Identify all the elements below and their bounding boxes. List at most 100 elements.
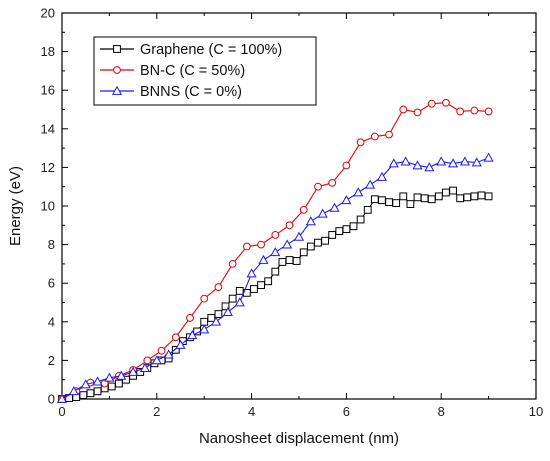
data-point-bnns	[258, 254, 269, 264]
data-point-bn-c	[299, 205, 308, 214]
legend-box	[93, 36, 317, 106]
data-point-bn-c	[171, 333, 180, 342]
data-point-graphene	[442, 188, 450, 197]
data-point-bnns	[104, 372, 115, 382]
data-point-bnns	[365, 179, 376, 189]
data-point-bn-c	[186, 314, 194, 322]
x-tick-label: 6	[343, 404, 350, 419]
data-point-bn-c	[442, 98, 450, 107]
data-point-graphene	[463, 193, 472, 202]
data-point-graphene	[399, 192, 408, 201]
data-point-graphene	[470, 192, 479, 201]
y-tick-label: 18	[41, 44, 55, 59]
series-graphene	[58, 186, 493, 403]
data-point-graphene	[392, 199, 401, 208]
data-point-graphene	[456, 194, 465, 203]
data-point-graphene	[93, 387, 102, 396]
data-point-bnns	[293, 231, 305, 241]
data-point-graphene	[86, 389, 95, 398]
data-point-bnns	[116, 370, 127, 380]
data-point-graphene	[79, 391, 88, 400]
legend-label-bnns: BNNS (C = 0%)	[140, 84, 242, 100]
data-point-graphene	[328, 231, 337, 239]
data-point-bn-c	[370, 132, 379, 141]
data-point-graphene	[107, 382, 116, 391]
data-point-graphene	[235, 287, 244, 295]
y-tick-label: 0	[48, 392, 55, 407]
data-point-bnns	[388, 158, 399, 168]
y-axis-title: Energy (eV)	[7, 166, 24, 246]
data-point-bnns	[211, 316, 222, 326]
legend-item-bnns: BNNS (C = 0%)	[100, 84, 242, 100]
data-point-bn-c	[413, 108, 422, 117]
data-point-bnns	[305, 216, 316, 226]
data-point-graphene	[378, 196, 386, 205]
y-tick-label: 2	[48, 353, 55, 368]
data-point-graphene	[250, 285, 258, 293]
legend-marker-bn-c	[113, 66, 121, 74]
data-point-bnns	[317, 208, 328, 218]
data-point-graphene	[171, 345, 180, 354]
data-point-graphene	[434, 192, 443, 201]
data-point-bnns	[175, 339, 186, 349]
data-point-graphene	[484, 192, 493, 201]
series-line-bnns	[61, 157, 489, 400]
data-point-bnns	[92, 376, 103, 386]
data-point-graphene	[264, 277, 273, 286]
x-tick-label: 4	[248, 404, 255, 419]
data-point-bnns	[282, 239, 293, 249]
data-point-bnns	[222, 306, 233, 317]
data-point-bn-c	[285, 221, 294, 230]
data-point-graphene	[207, 314, 216, 322]
data-point-graphene	[477, 191, 486, 200]
data-point-graphene	[449, 186, 457, 195]
data-point-bnns	[56, 393, 68, 403]
legend-label-graphene: Graphene (C = 100%)	[140, 42, 282, 58]
data-point-bn-c	[328, 178, 337, 187]
data-point-bnns	[376, 171, 387, 181]
data-point-bnns	[436, 156, 447, 166]
data-point-bnns	[151, 355, 162, 365]
data-point-graphene	[406, 200, 415, 208]
data-point-graphene	[271, 267, 280, 276]
data-point-graphene	[285, 256, 294, 264]
data-point-bn-c	[143, 356, 152, 365]
y-tick-label: 8	[48, 237, 55, 252]
data-point-graphene	[292, 257, 301, 265]
legend-label-bn-c: BN-C (C = 50%)	[140, 63, 245, 79]
data-point-bnns	[187, 330, 198, 340]
x-tick-label: 8	[438, 404, 445, 419]
data-point-bnns	[80, 379, 91, 389]
data-point-graphene	[314, 238, 322, 247]
data-point-bnns	[199, 324, 210, 334]
x-tick-label: 10	[529, 404, 543, 419]
data-point-bnns	[234, 297, 245, 307]
y-tick-label: 6	[48, 276, 55, 291]
y-tick-label: 4	[48, 314, 55, 329]
data-point-bnns	[139, 362, 150, 372]
legend-item-bn-c: BN-C (C = 50%)	[100, 63, 245, 79]
data-point-bnns	[329, 202, 340, 212]
data-point-bnns	[412, 160, 423, 170]
data-point-graphene	[278, 258, 287, 266]
data-point-graphene	[114, 379, 123, 388]
legend-item-graphene: Graphene (C = 100%)	[100, 42, 282, 58]
data-point-bn-c	[356, 138, 365, 147]
data-point-bn-c	[257, 240, 265, 249]
data-point-graphene	[356, 215, 365, 224]
data-point-graphene	[420, 194, 429, 203]
data-point-bnns	[400, 156, 411, 166]
data-point-graphene	[214, 310, 223, 318]
data-point-bn-c	[228, 260, 237, 268]
data-point-graphene	[200, 317, 209, 326]
series-line-graphene	[61, 189, 489, 400]
data-point-graphene	[335, 227, 344, 235]
data-point-bnns	[128, 366, 139, 376]
series-bn-c	[58, 98, 493, 403]
data-point-bn-c	[456, 107, 465, 116]
y-tick-label: 10	[41, 199, 55, 214]
series-bnns	[56, 152, 494, 403]
data-point-bn-c	[242, 242, 251, 251]
